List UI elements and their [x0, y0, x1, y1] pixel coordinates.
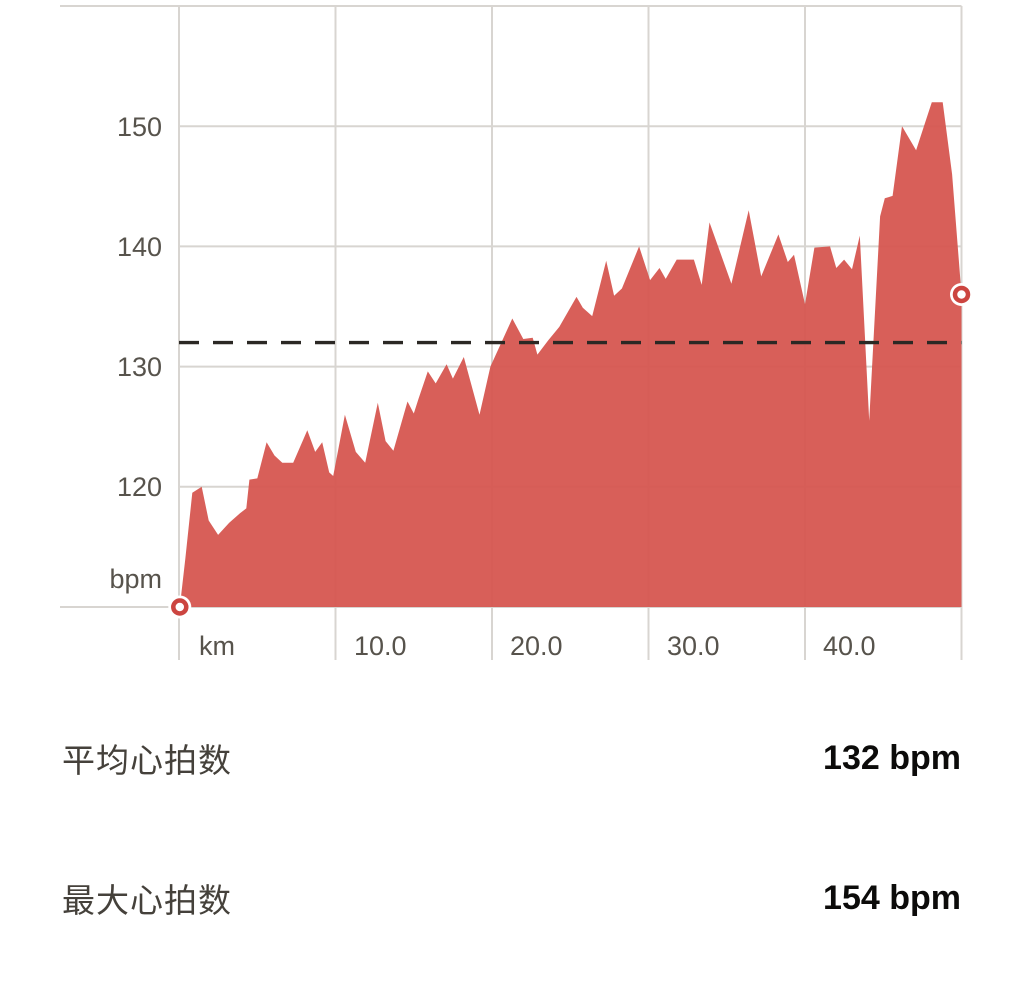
heart-rate-chart: 150 140 130 120 bpm km 10.0 20.0 30.0 40… [0, 0, 1024, 676]
y-tick-130: 130 [116, 352, 162, 382]
y-tick-150: 150 [116, 112, 162, 142]
max-heart-rate-value: 154 bpm [823, 878, 961, 917]
x-axis-unit-label: km [199, 631, 235, 661]
y-tick-120: 120 [116, 472, 162, 502]
average-heart-rate-label: 平均心拍数 [62, 742, 232, 779]
max-heart-rate-label: 最大心拍数 [62, 882, 232, 919]
stat-row-average-heart-rate: 平均心拍数 132 bpm [62, 736, 961, 780]
y-tick-140: 140 [116, 232, 162, 262]
stat-row-max-heart-rate: 最大心拍数 154 bpm [62, 876, 961, 920]
x-tick-30: 30.0 [667, 631, 720, 661]
heart-rate-plot[interactable] [0, 0, 1024, 676]
y-axis-unit-label: bpm [109, 564, 162, 594]
x-tick-10: 10.0 [354, 631, 407, 661]
x-tick-20: 20.0 [510, 631, 563, 661]
average-heart-rate-value: 132 bpm [823, 738, 961, 777]
x-tick-40: 40.0 [823, 631, 876, 661]
